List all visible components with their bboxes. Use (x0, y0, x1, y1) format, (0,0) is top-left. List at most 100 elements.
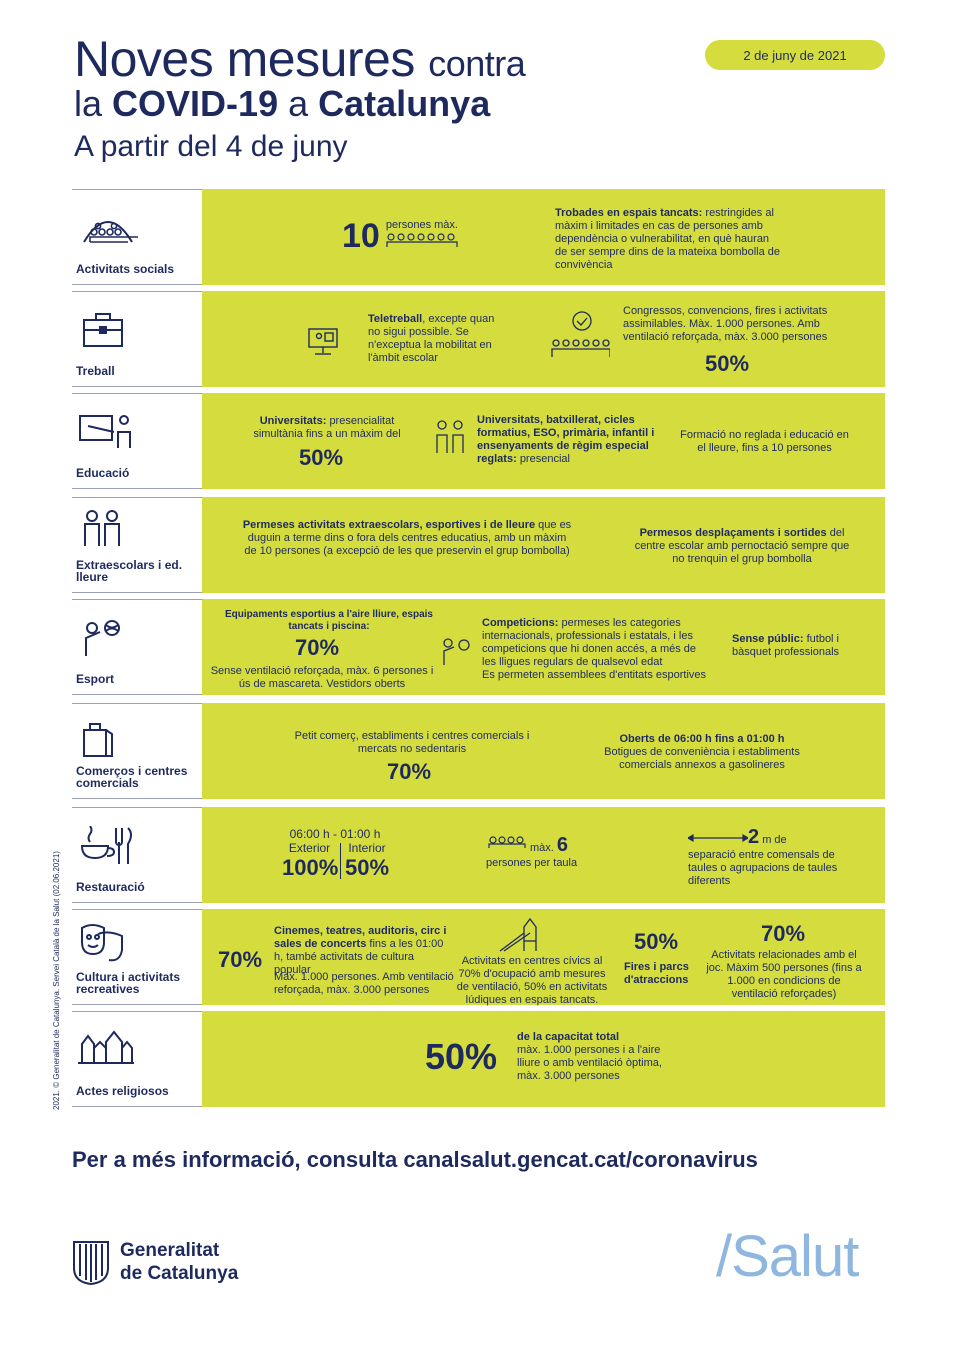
congress-text: Congressos, convencions, fires i activit… (623, 305, 828, 343)
universities-text: Universitats: presencialitat simultània … (253, 415, 401, 440)
row-label: Restauració (76, 880, 145, 895)
religious-text: de la capacitat total màx. 1.000 persones… (517, 1031, 662, 1082)
sports-venues-text: Sense ventilació reforçada, màx. 6 perso… (210, 665, 434, 690)
max-people-note: persones màx. (385, 219, 458, 231)
row-header: Extraescolars i ed. lleure (72, 497, 202, 593)
teacher-board-icon (78, 412, 134, 452)
computer-icon (307, 327, 339, 357)
religious-pct: 50% (425, 1036, 498, 1077)
presential-text: Universitats, batxillerat, cicles format… (477, 414, 655, 465)
telework-text: Teletreball, excepte quan no sigui possi… (368, 313, 495, 364)
cinema-text: Cinemes, teatres, auditoris, circ i sale… (274, 925, 447, 976)
row-panel: Equipaments esportius a l'aire lliure, e… (202, 599, 885, 695)
title-line2-mid: a (288, 83, 309, 124)
row-extraescolars: Extraescolars i ed. lleure Permeses acti… (72, 497, 885, 593)
indoor-meetings-text: Trobades en espais tancats: restringides… (555, 207, 781, 271)
title-covid: COVID-19 (112, 83, 279, 124)
max-people-number: 10 (342, 217, 380, 255)
check-people-icon (550, 311, 610, 363)
row-header: Esport (72, 599, 202, 695)
trips-text: Permesos desplaçaments i sortides del ce… (634, 527, 850, 565)
row-panel: 06:00 h - 01:00 h Exterior 100% Interior… (202, 807, 885, 903)
sports-venues-pct: 70% (295, 635, 340, 660)
title-line1-small: contra (428, 43, 526, 84)
congress-pct: 50% (705, 351, 750, 376)
row-label: Cultura i activitats recreatives (76, 969, 181, 997)
row-header: Educació (72, 393, 202, 489)
opening-hours-text: Oberts de 06:00 h fins a 01:00 h Botigues… (604, 733, 800, 771)
exterior-label: Exterior (288, 841, 331, 855)
athlete-ball-icon (78, 618, 134, 658)
interior-pct: 50% (345, 855, 390, 880)
credit-text: 2021. © Generalitat de Catalunya. Servei… (52, 851, 61, 1110)
row-label: Treball (76, 364, 115, 379)
interior-label: Interior (348, 841, 386, 855)
shopping-bag-icon (78, 718, 134, 758)
people-row-icon (342, 232, 472, 248)
hours-text: 06:00 h - 01:00 h (289, 827, 381, 841)
row-panel: Universitats: presencialitat simultània … (202, 393, 885, 489)
playground-icon (494, 913, 544, 953)
row-panel: Teletreball, excepte quan no sigui possi… (202, 291, 885, 387)
row-label: Esport (76, 672, 115, 687)
date-badge: 2 de juny de 2021 (705, 40, 885, 70)
briefcase-icon (78, 310, 134, 350)
distance-arrow-icon (688, 833, 748, 843)
commerce-text: Petit comerç, establiments i centres com… (294, 730, 530, 755)
row-label: Activitats socials (76, 262, 175, 277)
row-activitats-socials: Activitats socials 10 persones màx. Trob… (72, 189, 885, 285)
row-header: Actes religiosos (72, 1011, 202, 1107)
row-restauracio: Restauració 06:00 h - 01:00 h Exterior 1… (72, 807, 885, 903)
group-dome-icon (78, 208, 138, 248)
title-catalunya: Catalunya (318, 83, 491, 124)
theatre-masks-icon (78, 922, 134, 962)
students-icon (434, 419, 466, 455)
row-label: Extraescolars i ed. lleure (76, 557, 183, 585)
no-public-text: Sense públic: futbol i bàsquet professio… (732, 633, 840, 658)
gen-line1: Generalitat (120, 1240, 220, 1261)
gen-line2: de Catalunya (120, 1262, 239, 1284)
page-subtitle: A partir del 4 de juny (74, 130, 348, 163)
row-label: Comerços i centres comercials (76, 763, 188, 791)
row-panel: Petit comerç, establiments i centres com… (202, 703, 885, 799)
row-educacio: Educació Universitats: presencialitat si… (72, 393, 885, 489)
children-icon (78, 508, 134, 548)
max-people-block: 10 persones màx. (342, 219, 472, 253)
sports-venues-title: Equipaments esportius a l'aire lliure, e… (224, 609, 433, 632)
cinema-capacity-text: Màx. 1.000 persones. Amb ventilació refo… (274, 971, 454, 996)
table-people-icon (488, 835, 528, 849)
row-panel: Permeses activitats extraescolars, espor… (202, 497, 885, 593)
row-header: Cultura i activitats recreatives (72, 909, 202, 1005)
exterior-pct: 100% (282, 855, 339, 880)
row-header: Activitats socials (72, 189, 202, 285)
universities-pct: 50% (299, 445, 344, 470)
title-line1: Noves mesures (74, 31, 415, 87)
commerce-pct: 70% (387, 759, 432, 784)
generalitat-emblem-icon (72, 1238, 110, 1286)
salut-logo: /Salut (716, 1224, 859, 1289)
player-icon (440, 637, 474, 667)
culture-pct-left: 70% (218, 947, 263, 972)
table-max-text: màx. 6 (530, 834, 569, 856)
extracurricular-text: Permeses activitats extraescolars, espor… (242, 519, 572, 557)
fairs-pct: 50% (634, 929, 679, 954)
distance-num: 2 m de (748, 826, 787, 848)
civic-centres-text: Activitats en centres cívics al 70% d'oc… (456, 955, 608, 1006)
nonformal-text: Formació no reglada i educació en el lle… (680, 429, 849, 454)
table-note-text: persones per taula (486, 857, 578, 869)
row-panel: 50% de la capacitat total màx. 1.000 pers… (202, 1011, 885, 1107)
row-comercos: Comerços i centres comercials Petit come… (72, 703, 885, 799)
fairs-text: Fires i parcs d'atraccions (624, 961, 689, 986)
row-label: Educació (76, 466, 130, 481)
title-line2-pre: la (74, 83, 103, 124)
row-header: Restauració (72, 807, 202, 903)
competitions-text: Competicions: permeses les categories in… (482, 617, 707, 681)
gaming-text: Activitats relacionades amb el joc. Màxi… (706, 949, 862, 1000)
row-esport: Esport Equipaments esportius a l'aire ll… (72, 599, 885, 695)
row-cultura: Cultura i activitats recreatives 70% Cin… (72, 909, 885, 1006)
row-treball: Treball Teletreball, excepte quan no sig… (72, 291, 885, 387)
gaming-pct: 70% (761, 921, 806, 946)
row-header: Treball (72, 291, 202, 387)
row-actes-religiosos: Actes religiosos 50% de la capacitat tot… (72, 1011, 885, 1107)
distance-text: separació entre comensals de taules o ag… (688, 849, 838, 887)
